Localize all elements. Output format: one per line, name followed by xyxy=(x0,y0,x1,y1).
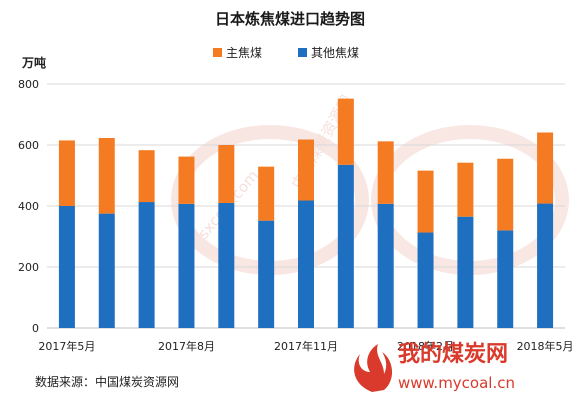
bar-segment xyxy=(58,140,75,206)
x-tick-label: 2018年2月 xyxy=(397,339,454,353)
bar-segment xyxy=(98,213,115,328)
flame-logo-icon xyxy=(354,344,393,392)
brand-name: 我的煤炭网 xyxy=(398,341,508,367)
y-axis-ticks: 0 200 400 600 800 xyxy=(18,78,39,335)
bar-segment xyxy=(258,166,275,221)
legend-swatch xyxy=(298,48,307,57)
bar-segment xyxy=(337,98,354,165)
bar-segment xyxy=(58,206,75,328)
bar-segment xyxy=(497,158,514,231)
chart-title: 日本炼焦煤进口趋势图 xyxy=(215,10,365,28)
chart-legend: 主焦煤 其他焦煤 xyxy=(213,46,359,60)
bar-segment xyxy=(178,203,195,328)
brand-logo: 我的煤炭网 www.mycoal.cn xyxy=(354,341,515,392)
bar-segment xyxy=(537,132,554,204)
legend-label: 主焦煤 xyxy=(226,46,262,60)
bar-segment xyxy=(138,202,155,328)
x-tick-label: 2018年5月 xyxy=(517,339,574,353)
bar-segment xyxy=(537,203,554,328)
bar-segment xyxy=(218,202,235,328)
x-tick-label: 2017年11月 xyxy=(274,339,338,353)
bar-segment xyxy=(98,137,115,214)
bar-segment xyxy=(417,170,434,233)
bar-series xyxy=(58,98,554,328)
bar-segment xyxy=(298,200,314,328)
bar-segment xyxy=(138,150,155,203)
bar-segment xyxy=(178,156,195,204)
y-tick-label: 400 xyxy=(18,200,39,213)
y-tick-label: 600 xyxy=(18,139,39,152)
bar-segment xyxy=(258,220,275,328)
y-axis-unit-label: 万吨 xyxy=(21,55,46,70)
bar-segment xyxy=(298,139,314,201)
bar-segment xyxy=(457,216,474,328)
y-tick-label: 0 xyxy=(32,322,39,335)
y-tick-label: 200 xyxy=(18,261,39,274)
bar-segment xyxy=(337,164,354,328)
bar-segment xyxy=(497,230,514,328)
x-tick-label: 2017年5月 xyxy=(38,339,95,353)
x-tick-label: 2017年8月 xyxy=(158,339,215,353)
bar-segment xyxy=(377,203,394,328)
bar-segment xyxy=(457,162,474,217)
legend-swatch xyxy=(213,48,222,57)
bar-segment xyxy=(218,145,235,203)
y-tick-label: 800 xyxy=(18,78,39,91)
data-source-note: 数据来源：中国煤炭资源网 xyxy=(35,374,179,389)
bar-segment xyxy=(377,141,394,204)
bar-segment xyxy=(417,232,434,328)
legend-label: 其他焦煤 xyxy=(311,46,359,60)
brand-url: www.mycoal.cn xyxy=(398,374,515,392)
x-axis-ticks: 2017年5月 2017年8月 2017年11月 2018年2月 2018年5月 xyxy=(38,339,573,353)
